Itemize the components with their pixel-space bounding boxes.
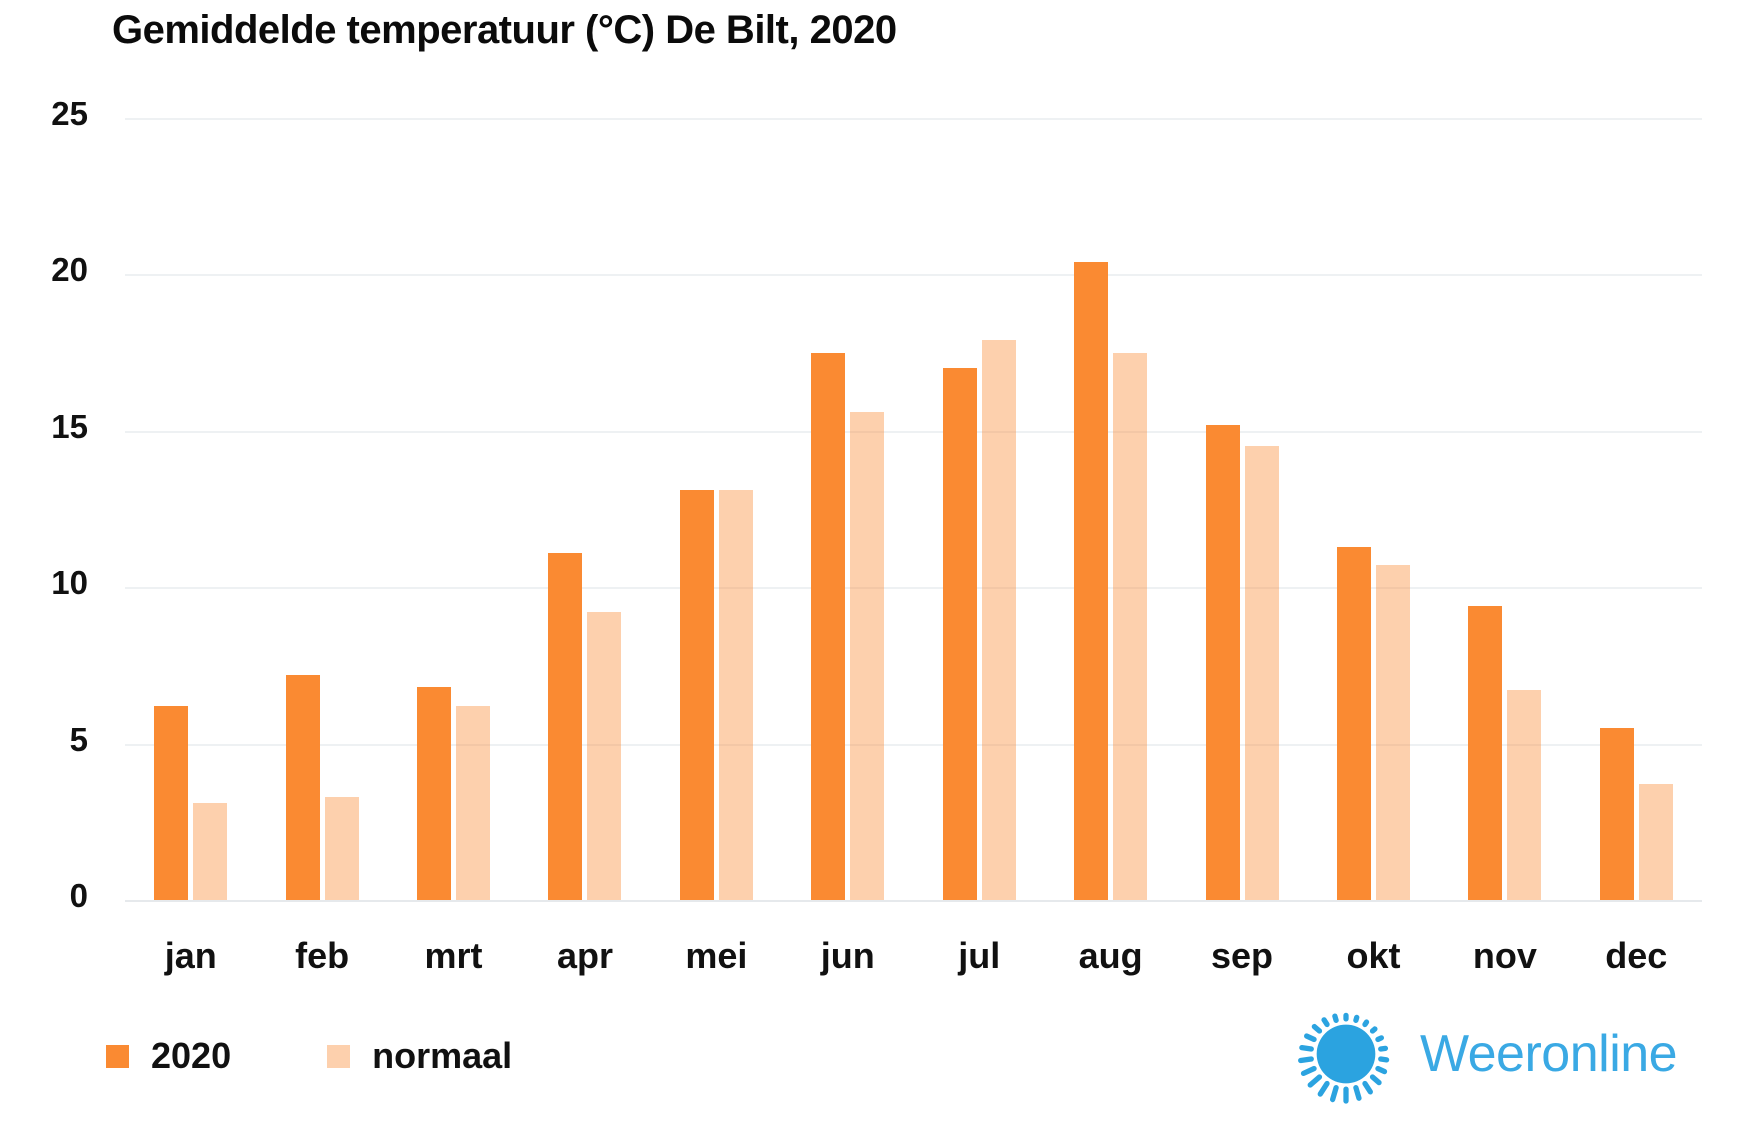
legend-label-normaal: normaal: [372, 1035, 513, 1076]
bar-normaal-mrt: [456, 706, 491, 900]
x-tick-label-nov: nov: [1472, 935, 1537, 976]
legend-swatch-normaal: [327, 1044, 351, 1068]
sun-ray: [1369, 1074, 1382, 1086]
x-tick-label-mrt: mrt: [424, 935, 483, 976]
bar-2020-dec: [1599, 727, 1634, 900]
y-axis: 0 5 10 15 20 25: [0, 95, 88, 914]
weeronline-logo: Weeronline: [1296, 1004, 1678, 1104]
x-tick-label-jul: jul: [958, 935, 1001, 976]
sun-ray: [1307, 1074, 1323, 1088]
sun-ray: [1353, 1085, 1362, 1101]
sun-ray: [1304, 1033, 1317, 1043]
y-tick-label-25: 25: [51, 95, 88, 132]
sun-disc: [1316, 1024, 1376, 1084]
sun-ray: [1298, 1056, 1314, 1064]
bar-normaal-jun: [850, 412, 885, 900]
gridline-15: [125, 430, 1702, 433]
bar-normaal-apr: [587, 612, 622, 900]
legend-swatch-2020: [106, 1044, 129, 1068]
sun-ray: [1362, 1019, 1370, 1028]
sun-ray: [1378, 1045, 1389, 1052]
bar-normaal-jul: [981, 340, 1016, 900]
legend-item-normaal: normaal: [327, 1035, 512, 1077]
bar-2020-sep: [1205, 424, 1240, 900]
gridline-20: [125, 274, 1702, 277]
sun-ray: [1300, 1065, 1317, 1077]
y-tick-label-0: 0: [69, 877, 88, 914]
sun-ray: [1329, 1085, 1339, 1103]
bar-normaal-nov: [1507, 690, 1542, 900]
bar-2020-nov: [1468, 605, 1503, 900]
bar-2020-jul: [942, 368, 977, 900]
x-axis: jan feb mrt apr mei jun jul aug sep okt nov dec: [125, 933, 1702, 979]
x-tick-label-jan: jan: [164, 935, 217, 976]
sun-ray: [1311, 1023, 1323, 1034]
bar-normaal-feb: [324, 796, 359, 900]
bar-2020-mrt: [417, 687, 452, 900]
gridline-5: [125, 743, 1702, 746]
bar-2020-aug: [1074, 261, 1109, 900]
x-tick-label-jun: jun: [820, 935, 875, 976]
bar-2020-okt: [1336, 546, 1371, 900]
x-tick-label-sep: sep: [1211, 935, 1274, 976]
sun-ray: [1299, 1045, 1314, 1052]
sun-ray: [1378, 1056, 1390, 1063]
x-tick-label-okt: okt: [1346, 935, 1401, 976]
bar-2020-jan: [154, 706, 189, 900]
sun-ray: [1321, 1017, 1330, 1028]
x-tick-label-dec: dec: [1605, 935, 1668, 976]
legend: 2020 normaal: [106, 1034, 512, 1078]
bar-normaal-sep: [1244, 446, 1279, 900]
x-tick-label-aug: aug: [1078, 935, 1143, 976]
bar-2020-jun: [811, 352, 846, 900]
gridline-0: [125, 900, 1702, 902]
legend-label-2020: 2020: [151, 1035, 232, 1076]
sun-icon: [1298, 1012, 1390, 1104]
gridline-10: [125, 587, 1702, 590]
chart-title: Gemiddelde temperatuur (°C) De Bilt, 202…: [112, 8, 897, 52]
sun-ray: [1353, 1014, 1360, 1023]
bar-2020-apr: [548, 552, 583, 900]
plot-area: [125, 118, 1702, 902]
sun-ray: [1317, 1080, 1330, 1097]
bar-2020-feb: [285, 674, 320, 900]
sun-ray: [1375, 1035, 1385, 1043]
gridline-25: [125, 118, 1702, 120]
sun-ray: [1369, 1026, 1378, 1034]
legend-item-2020: 2020: [106, 1035, 231, 1077]
sun-ray: [1332, 1013, 1339, 1023]
bar-normaal-mei: [718, 490, 753, 900]
x-tick-label-feb: feb: [295, 935, 350, 976]
bar-2020-mei: [679, 490, 714, 900]
x-tick-label-apr: apr: [556, 935, 613, 976]
logo-text: Weeronline: [1420, 1025, 1678, 1083]
bar-normaal-dec: [1638, 784, 1673, 900]
sun-ray: [1362, 1080, 1373, 1095]
y-tick-label-5: 5: [69, 720, 88, 758]
sun-ray: [1375, 1065, 1388, 1075]
y-tick-label-15: 15: [51, 407, 88, 445]
bar-normaal-jan: [193, 803, 228, 900]
x-tick-label-mei: mei: [685, 935, 748, 976]
bar-normaal-okt: [1375, 565, 1410, 900]
y-tick-label-20: 20: [51, 251, 88, 289]
bar-normaal-aug: [1113, 352, 1148, 900]
y-tick-label-10: 10: [51, 564, 88, 602]
